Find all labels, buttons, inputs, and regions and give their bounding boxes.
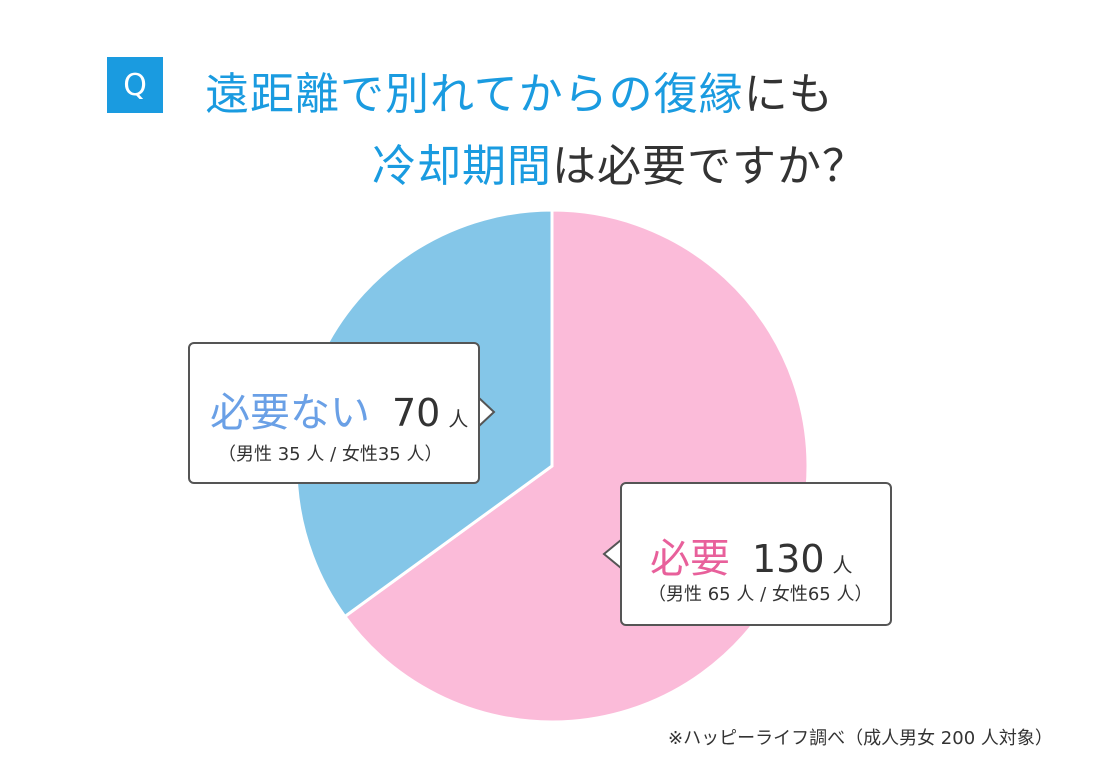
question-badge: Q [107,57,163,113]
callout-right-pointer [602,539,622,569]
title-line-1-rest: にも [743,69,834,120]
title-line-2-rest: は必要ですか？ [552,141,867,192]
callout-required-count: 130 [752,537,825,581]
callout-not-required: 必要ない 70 人 （男性 35 人 / 女性35 人） [188,342,480,484]
source-footnote: ※ハッピーライフ調べ（成人男女 200 人対象） [668,728,1053,749]
callout-required-label: 必要 [650,536,730,582]
callout-required-detail: （男性 65 人 / 女性65 人） [648,584,873,605]
title-line-2: 冷却期間は必要ですか？ [372,130,867,194]
callout-left-pointer [478,397,496,427]
title-line-2-accent: 冷却期間 [372,141,552,192]
callout-required: 必要 130 人 （男性 65 人 / 女性65 人） [620,482,892,626]
title-line-1-accent: 遠距離で別れてからの復縁 [205,69,744,120]
callout-not-required-label: 必要ない [210,390,370,436]
callout-required-unit: 人 [832,553,853,577]
callout-not-required-count: 70 [392,391,441,435]
title-line-1: 遠距離で別れてからの復縁にも [205,58,834,122]
callout-not-required-unit: 人 [448,407,469,431]
callout-not-required-main: 必要ない 70 人 [210,380,468,438]
callout-required-main: 必要 130 人 [650,526,853,584]
callout-not-required-detail: （男性 35 人 / 女性35 人） [218,444,443,465]
